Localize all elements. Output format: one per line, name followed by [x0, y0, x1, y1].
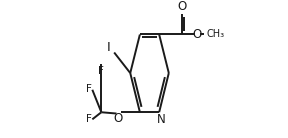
Text: CH₃: CH₃: [207, 30, 225, 39]
Text: F: F: [86, 84, 91, 94]
Text: O: O: [193, 28, 202, 41]
Text: F: F: [98, 66, 104, 76]
Text: N: N: [157, 113, 166, 126]
Text: O: O: [177, 0, 186, 13]
Text: I: I: [107, 41, 110, 54]
Text: O: O: [114, 112, 123, 124]
Text: F: F: [86, 114, 91, 124]
